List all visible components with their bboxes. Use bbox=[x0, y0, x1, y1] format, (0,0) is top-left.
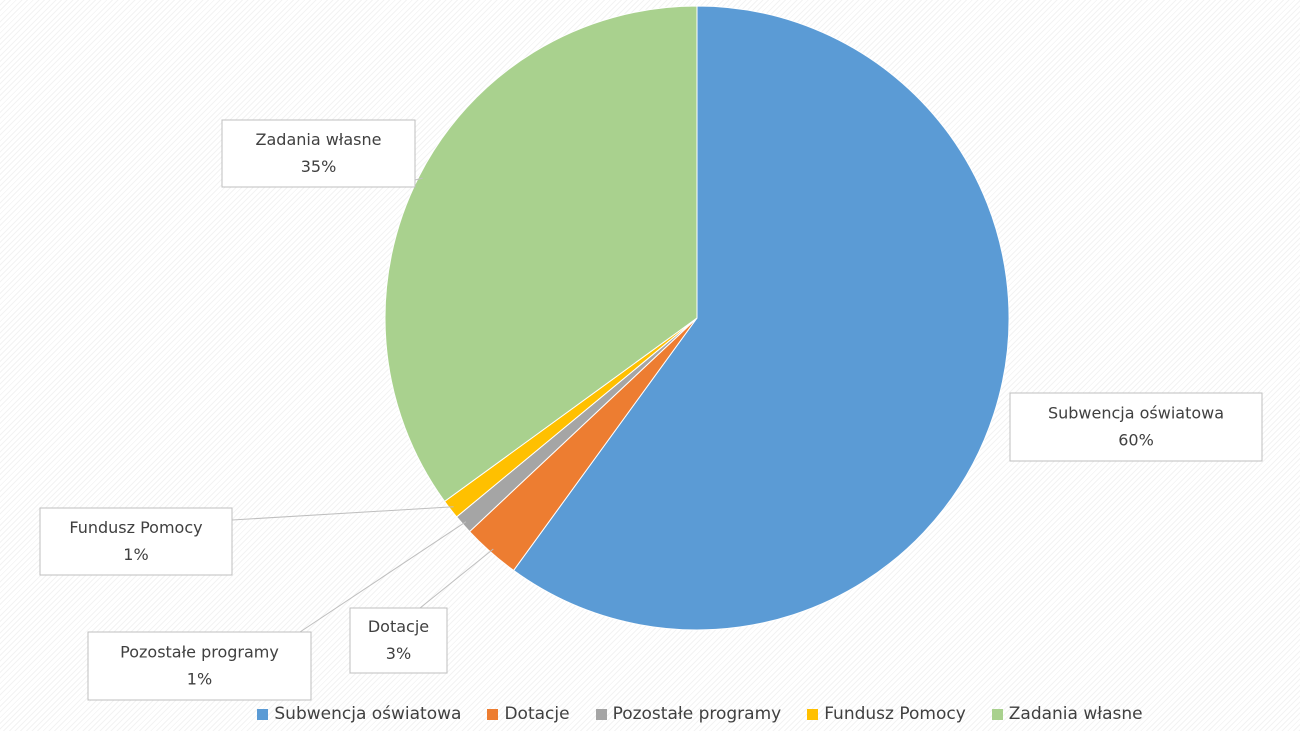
data-label-value: 1% bbox=[187, 670, 212, 689]
legend-swatch bbox=[991, 708, 1003, 720]
legend-label: Fundusz Pomocy bbox=[824, 704, 966, 724]
legend-swatch bbox=[487, 708, 499, 720]
label-box bbox=[1009, 392, 1263, 462]
data-label-value: 60% bbox=[1118, 431, 1154, 450]
label-box bbox=[221, 119, 416, 188]
label-box bbox=[87, 631, 312, 701]
legend-swatch bbox=[595, 708, 607, 720]
legend-label: Zadania własne bbox=[1008, 704, 1143, 724]
leader-line bbox=[299, 521, 467, 633]
data-label-value: 1% bbox=[123, 545, 148, 564]
data-label-name: Zadania własne bbox=[256, 130, 382, 149]
legend-item: Fundusz Pomocy bbox=[807, 704, 966, 724]
legend-item: Dotacje bbox=[487, 704, 570, 724]
pie-slice bbox=[512, 5, 1010, 631]
leader-line bbox=[419, 548, 494, 609]
data-label-name: Pozostałe programy bbox=[120, 643, 279, 662]
legend: Subwencja oświatowa Dotacje Pozostałe prog… bbox=[0, 704, 1300, 724]
data-label-name: Fundusz Pomocy bbox=[69, 518, 202, 537]
data-label-value: 3% bbox=[386, 644, 411, 663]
leader-line bbox=[414, 177, 423, 181]
data-label-value: 35% bbox=[301, 157, 337, 176]
label-box bbox=[39, 507, 233, 576]
pie-slice bbox=[384, 5, 698, 503]
data-label-name: Subwencja oświatowa bbox=[1048, 404, 1224, 423]
legend-label: Subwencja oświatowa bbox=[274, 704, 462, 724]
legend-item: Pozostałe programy bbox=[595, 704, 782, 724]
legend-item: Zadania własne bbox=[991, 704, 1143, 724]
legend-item: Subwencja oświatowa bbox=[257, 704, 461, 724]
legend-label: Pozostałe programy bbox=[612, 704, 782, 724]
legend-swatch bbox=[257, 708, 269, 720]
leader-line bbox=[231, 506, 454, 521]
label-box bbox=[349, 607, 448, 674]
data-label-name: Dotacje bbox=[368, 617, 429, 636]
legend-label: Dotacje bbox=[504, 704, 570, 724]
legend-swatch bbox=[807, 708, 819, 720]
